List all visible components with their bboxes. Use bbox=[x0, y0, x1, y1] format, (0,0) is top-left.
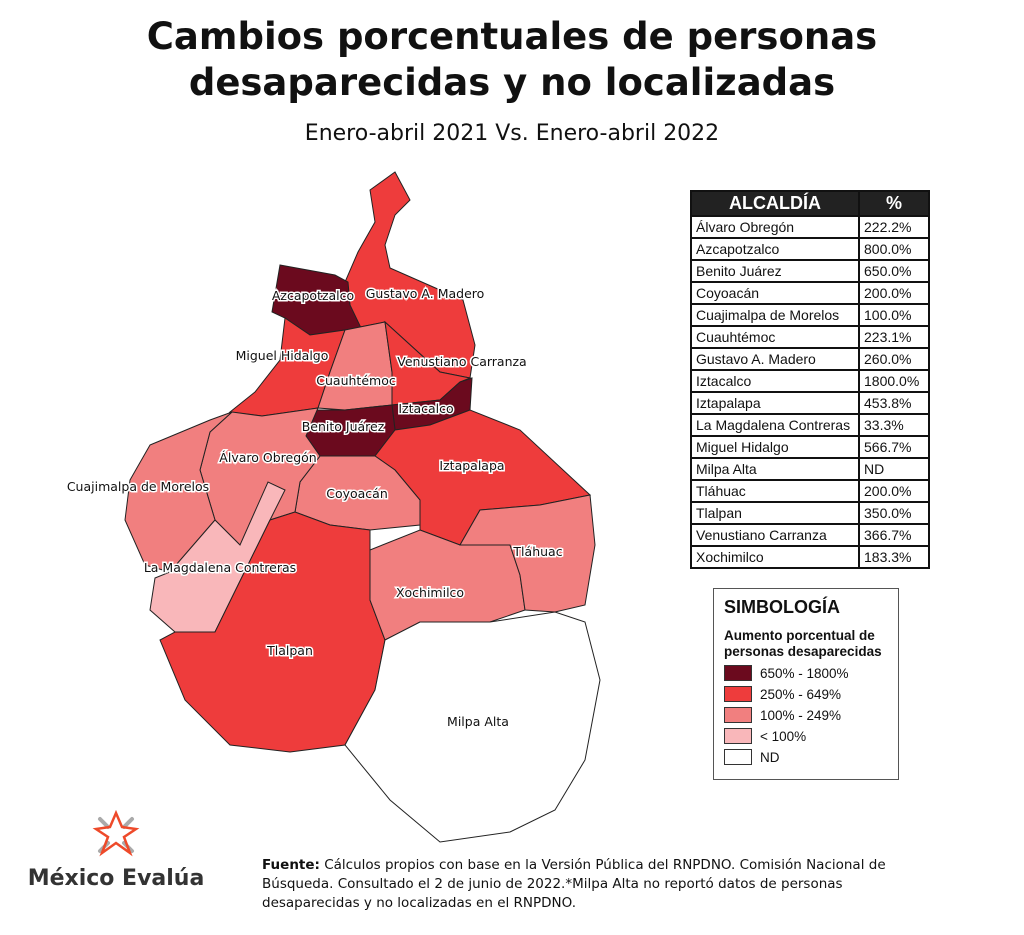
table-row: La Magdalena Contreras 33.3% bbox=[690, 413, 930, 437]
legend-item: 250% - 649% bbox=[724, 686, 898, 702]
cell-alcaldia: Tlalpan bbox=[690, 501, 860, 525]
table-row: Iztapalapa 453.8% bbox=[690, 391, 930, 415]
cell-percent: ND bbox=[858, 457, 930, 481]
header-alcaldia: ALCALDÍA bbox=[690, 190, 860, 217]
cell-alcaldia: Iztacalco bbox=[690, 369, 860, 393]
table-row: Tlalpan 350.0% bbox=[690, 501, 930, 525]
region-la-magdalena-contreras bbox=[149, 481, 286, 633]
label-coyoacan: Coyoacán bbox=[326, 486, 388, 501]
label-xochimilco: Xochimilco bbox=[396, 585, 464, 600]
cell-percent: 453.8% bbox=[858, 391, 930, 415]
cell-alcaldia: Coyoacán bbox=[690, 281, 860, 305]
legend-swatch bbox=[724, 749, 752, 765]
cell-percent: 223.1% bbox=[858, 325, 930, 349]
table-row: Gustavo A. Madero 260.0% bbox=[690, 347, 930, 371]
region-tlahuac bbox=[459, 494, 596, 613]
legend-title: SIMBOLOGÍA bbox=[724, 597, 840, 617]
star-burst-logo-icon bbox=[92, 809, 140, 857]
cell-percent: 33.3% bbox=[858, 413, 930, 437]
legend-swatch bbox=[724, 686, 752, 702]
title: Cambios porcentuales de personas desapar… bbox=[146, 15, 878, 104]
cell-percent: 1800.0% bbox=[858, 369, 930, 393]
cell-alcaldia: Cuajimalpa de Morelos bbox=[690, 303, 860, 327]
legend-swatch bbox=[724, 728, 752, 744]
legend-label: 250% - 649% bbox=[760, 686, 842, 702]
table-row: Benito Juárez 650.0% bbox=[690, 259, 930, 283]
legend-label: < 100% bbox=[760, 728, 807, 744]
cell-alcaldia: La Magdalena Contreras bbox=[690, 413, 860, 437]
table-row: Cuauhtémoc 223.1% bbox=[690, 325, 930, 349]
region-gustavo-a-madero bbox=[344, 171, 476, 379]
legend-swatch bbox=[724, 707, 752, 723]
cell-alcaldia: Cuauhtémoc bbox=[690, 325, 860, 349]
table-row: Cuajimalpa de Morelos 100.0% bbox=[690, 303, 930, 327]
cell-percent: 183.3% bbox=[858, 545, 930, 569]
legend-swatch bbox=[724, 665, 752, 681]
table-row: Álvaro Obregón 222.2% bbox=[690, 215, 930, 239]
table-row: Iztacalco 1800.0% bbox=[690, 369, 930, 393]
logo-name: México Evalúa bbox=[27, 866, 205, 891]
legend-item: < 100% bbox=[724, 728, 898, 744]
label-venustiano-carranza: Venustiano Carranza bbox=[397, 354, 526, 369]
legend-item: 650% - 1800% bbox=[724, 665, 898, 681]
label-miguel-hidalgo: Miguel Hidalgo bbox=[236, 348, 329, 363]
cell-percent: 350.0% bbox=[858, 501, 930, 525]
logo: México Evalúa bbox=[26, 809, 206, 891]
cell-percent: 566.7% bbox=[858, 435, 930, 459]
label-benito-juarez: Benito Juárez bbox=[302, 419, 385, 434]
table-row: Venustiano Carranza 366.7% bbox=[690, 523, 930, 547]
cell-percent: 100.0% bbox=[858, 303, 930, 327]
subtitle: Enero-abril 2021 Vs. Enero-abril 2022 bbox=[304, 121, 720, 146]
label-cuajimalpa-de-morelos: Cuajimalpa de Morelos bbox=[67, 479, 209, 494]
cell-percent: 200.0% bbox=[858, 479, 930, 503]
table-row: Xochimilco 183.3% bbox=[690, 545, 930, 569]
table-row: Tláhuac 200.0% bbox=[690, 479, 930, 503]
cell-alcaldia: Benito Juárez bbox=[690, 259, 860, 283]
legend-item: 100% - 249% bbox=[724, 707, 898, 723]
label-iztapalapa: Iztapalapa bbox=[439, 458, 504, 473]
label-tlalpan: Tlalpan bbox=[266, 643, 313, 658]
cell-alcaldia: Xochimilco bbox=[690, 545, 860, 569]
cell-percent: 800.0% bbox=[858, 237, 930, 261]
region-milpa-alta bbox=[344, 611, 601, 843]
source-note: Fuente: Cálculos propios con base en la … bbox=[262, 857, 886, 911]
table-row: Miguel Hidalgo 566.7% bbox=[690, 435, 930, 459]
legend-label: ND bbox=[760, 749, 780, 765]
cell-alcaldia: Tláhuac bbox=[690, 479, 860, 503]
cell-alcaldia: Gustavo A. Madero bbox=[690, 347, 860, 371]
cell-percent: 200.0% bbox=[858, 281, 930, 305]
legend-label: 100% - 249% bbox=[760, 707, 842, 723]
table-row: Azcapotzalco 800.0% bbox=[690, 237, 930, 261]
cell-alcaldia: Azcapotzalco bbox=[690, 237, 860, 261]
cell-alcaldia: Iztapalapa bbox=[690, 391, 860, 415]
cell-alcaldia: Milpa Alta bbox=[690, 457, 860, 481]
legend-label: 650% - 1800% bbox=[760, 665, 849, 681]
label-iztacalco: Iztacalco bbox=[398, 401, 453, 416]
legend-item: ND bbox=[724, 749, 898, 765]
table-row: Milpa Alta ND bbox=[690, 457, 930, 481]
legend: SIMBOLOGÍA Aumento porcentual de persona… bbox=[713, 588, 899, 780]
cell-percent: 366.7% bbox=[858, 523, 930, 547]
data-table: ALCALDÍA % Álvaro Obregón 222.2% Azcapotza… bbox=[690, 190, 930, 569]
label-milpa-alta: Milpa Alta bbox=[447, 714, 509, 729]
cell-percent: 260.0% bbox=[858, 347, 930, 371]
cell-percent: 650.0% bbox=[858, 259, 930, 283]
cell-alcaldia: Álvaro Obregón bbox=[690, 215, 860, 239]
cell-alcaldia: Venustiano Carranza bbox=[690, 523, 860, 547]
label-tlahuac: Tláhuac bbox=[512, 544, 562, 559]
label-gustavo-a-madero: Gustavo A. Madero bbox=[366, 286, 485, 301]
label-la-magdalena-contreras: La Magdalena Contreras bbox=[144, 560, 296, 575]
label-alvaro-obregon: Álvaro Obregón bbox=[219, 450, 316, 465]
legend-subtitle: Aumento porcentual de personas desaparec… bbox=[724, 628, 882, 659]
label-cuauhtemoc: Cuauhtémoc bbox=[316, 373, 396, 388]
label-azcapotzalco: Azcapotzalco bbox=[272, 288, 354, 303]
cell-percent: 222.2% bbox=[858, 215, 930, 239]
cdmx-map: Gustavo A. Madero Azcapotzalco Miguel Hida… bbox=[65, 171, 601, 843]
table-row: Coyoacán 200.0% bbox=[690, 281, 930, 305]
header-percent: % bbox=[858, 190, 930, 217]
cell-alcaldia: Miguel Hidalgo bbox=[690, 435, 860, 459]
